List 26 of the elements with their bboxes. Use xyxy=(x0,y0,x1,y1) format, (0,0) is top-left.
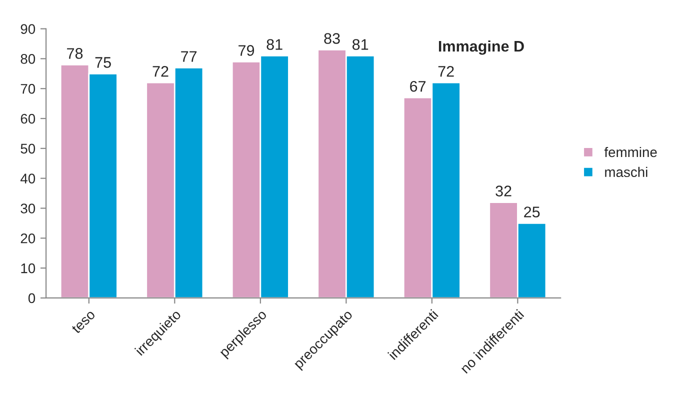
y-tick-label: 60 xyxy=(20,114,36,124)
data-label: 75 xyxy=(95,57,111,68)
y-tick-label: 50 xyxy=(20,144,36,154)
data-label: 67 xyxy=(410,80,426,92)
data-label: 77 xyxy=(181,51,197,62)
data-label: 83 xyxy=(324,33,340,44)
y-tick-label: 10 xyxy=(21,263,36,274)
data-label: 78 xyxy=(67,48,83,59)
y-tick-label: 30 xyxy=(20,204,36,214)
y-tick-label: 40 xyxy=(20,174,36,184)
legend-label: femmine xyxy=(604,146,657,158)
text: Immagine D xyxy=(438,40,524,55)
x-tick-label: teso xyxy=(71,310,96,334)
legend-label: maschi xyxy=(605,166,648,178)
data-label: 72 xyxy=(152,66,168,77)
y-tick-label: 80 xyxy=(20,54,36,64)
data-label: 25 xyxy=(524,206,540,218)
data-label: 72 xyxy=(438,66,454,77)
data-label: 81 xyxy=(352,39,368,50)
data-label: 79 xyxy=(238,45,254,56)
y-tick-label: 20 xyxy=(20,233,36,244)
data-label: 81 xyxy=(266,39,282,50)
data-label: 32 xyxy=(496,186,512,196)
y-tick-label: 0 xyxy=(28,293,36,304)
y-tick-label: 70 xyxy=(20,84,36,94)
y-tick-label: 90 xyxy=(20,24,36,34)
